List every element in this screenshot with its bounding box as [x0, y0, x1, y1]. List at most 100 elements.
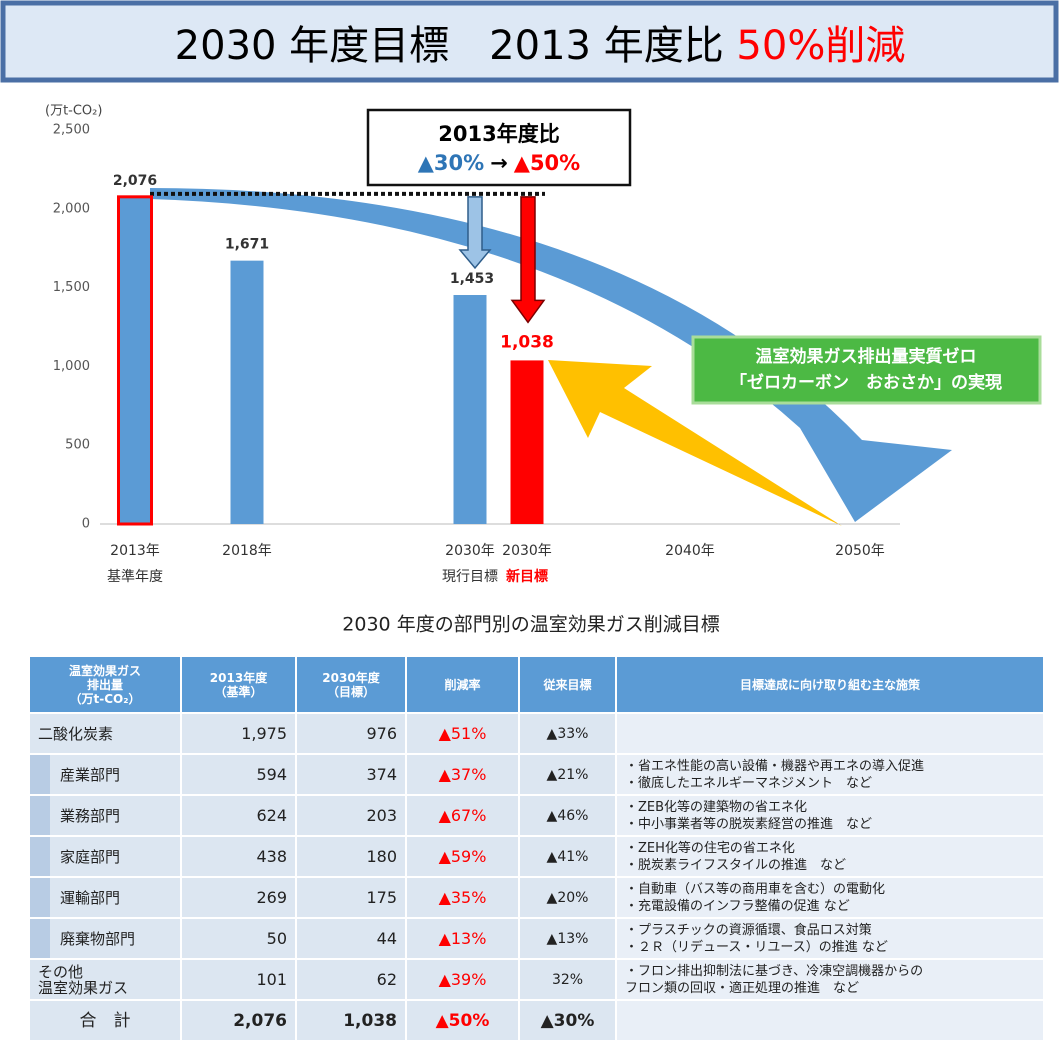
table-row: 合 計 2,076 1,038 ▲50% ▲30% — [28, 999, 1045, 1042]
cell-line: 運輸部門 — [60, 888, 121, 907]
cell-line: 産業部門 — [60, 765, 121, 784]
cell-line: （基準） — [214, 684, 263, 699]
cell-measures — [615, 999, 1045, 1042]
data-label: 2,076 — [113, 173, 157, 189]
cell-line: ・充電設備のインフラ整備の促進 など — [625, 898, 850, 914]
cell-target: 62 — [295, 958, 407, 1001]
cell-target: 203 — [295, 794, 407, 837]
data-label: 1,038 — [500, 332, 554, 352]
header-cell: 従来目標 — [518, 655, 617, 714]
cell-rate: ▲39% — [405, 958, 520, 1001]
x-sublabel: 基準年度 — [107, 568, 163, 585]
cell-base: 2,076 — [180, 999, 297, 1042]
title-text: 2030 年度目標 2013 年度比 — [175, 23, 737, 69]
cell-measures: ・ZEB化等の建築物の省エネ化 ・中小事業者等の脱炭素経営の推進 など — [615, 794, 1045, 837]
row-name: 業務部門 — [28, 794, 182, 837]
cell-line: ・ZEB化等の建築物の省エネ化 — [625, 799, 808, 815]
cell-line: （万t-CO₂） — [69, 691, 141, 706]
cell-line: ・フロン排出抑制法に基づき、冷凍空調機器からの — [625, 963, 924, 979]
annotation-from: ▲30% — [418, 151, 484, 175]
x-tick-label: 2030年 — [502, 543, 552, 559]
bar — [453, 295, 487, 524]
cell-rate: ▲59% — [405, 835, 520, 878]
header-box — [0, 0, 1059, 83]
cell-measures: ・自動車（バス等の商用車を含む）の電動化 ・充電設備のインフラ整備の促進 など — [615, 876, 1045, 919]
table: 温室効果ガス 排出量 （万t-CO₂） 2013年度 （基準） 2030年度 （目標） 削減率… — [28, 655, 1045, 1042]
header-row: 温室効果ガス 排出量 （万t-CO₂） 2013年度 （基準） 2030年度 （目標） 削減率… — [28, 655, 1045, 714]
row-name: 家庭部門 — [28, 835, 182, 878]
data-label: 1,671 — [225, 237, 269, 253]
cell-prev: ▲20% — [518, 876, 617, 919]
cell-line: ・脱炭素ライフスタイルの推進 など — [625, 857, 847, 873]
cell-line: その他 — [38, 962, 84, 981]
y-tick-label: 0 — [82, 517, 90, 532]
cell-line: 温室効果ガス — [68, 663, 141, 678]
cell-base: 269 — [180, 876, 297, 919]
row-name: 廃棄物部門 — [28, 917, 182, 960]
cell-rate: ▲35% — [405, 876, 520, 919]
cell-target: 374 — [295, 753, 407, 796]
cell-base: 1,975 — [180, 712, 297, 755]
cell-prev: 32% — [518, 958, 617, 1001]
cell-rate: ▲37% — [405, 753, 520, 796]
table-row: 運輸部門 269 175 ▲35% ▲20% ・自動車（バス等の商用車を含む）の電動化 ・充… — [28, 876, 1045, 919]
cell-line: 削減率 — [444, 677, 481, 692]
header-cell: 温室効果ガス 排出量 （万t-CO₂） — [28, 655, 182, 714]
cell-prev: ▲46% — [518, 794, 617, 837]
row-name: 産業部門 — [28, 753, 182, 796]
annotation-title: 2013年度比 — [438, 122, 559, 146]
cell-rate: ▲67% — [405, 794, 520, 837]
new-arrow — [510, 196, 546, 324]
x-tick-label: 2030年 — [445, 543, 495, 559]
cell-base: 438 — [180, 835, 297, 878]
table-row: 廃棄物部門 50 44 ▲13% ▲13% ・プラスチックの資源循環、食品ロス対策 ・２Ｒ（… — [28, 917, 1045, 960]
annotation-to: ▲50% — [514, 151, 580, 175]
x-tick-label: 2050年 — [835, 543, 885, 559]
y-tick-label: 1,000 — [53, 359, 90, 374]
bar — [117, 195, 153, 526]
header-cell: 削減率 — [405, 655, 520, 714]
header-cell: 2013年度 （基準） — [180, 655, 297, 714]
cell-rate: ▲51% — [405, 712, 520, 755]
cell-prev: ▲21% — [518, 753, 617, 796]
annotation-arrow: → — [490, 151, 508, 175]
cell-line: 二酸化炭素 — [38, 724, 114, 743]
cell-measures: ・ZEH化等の住宅の省エネ化 ・脱炭素ライフスタイルの推進 など — [615, 835, 1045, 878]
x-tick-label: 2013年 — [110, 543, 160, 559]
cell-line: フロン類の回収・適正処理の推進 など — [625, 980, 860, 996]
bar — [510, 360, 544, 524]
cell-base: 101 — [180, 958, 297, 1001]
cell-measures: ・フロン排出抑制法に基づき、冷凍空調機器からの フロン類の回収・適正処理の推進 な… — [615, 958, 1045, 1001]
title-highlight: 50%削減 — [736, 23, 905, 69]
cell-measures: ・省エネ性能の高い設備・機器や再エネの導入促進 ・徹底したエネルギーマネジメント … — [615, 753, 1045, 796]
cell-prev: ▲30% — [518, 999, 617, 1042]
cell-line: ・ZEH化等の住宅の省エネ化 — [625, 840, 795, 856]
cell-line: ・省エネ性能の高い設備・機器や再エネの導入促進 — [625, 758, 925, 774]
row-name: 合 計 — [28, 999, 182, 1042]
cell-prev: ▲33% — [518, 712, 617, 755]
cell-line: ・２Ｒ（リデュース・リユース）の推進 など — [625, 939, 888, 955]
y-tick-label: 500 — [65, 438, 90, 453]
table-row: その他 温室効果ガス 101 62 ▲39% 32% ・フロン排出抑制法に基づき、冷凍空調機… — [28, 958, 1045, 1001]
cell-line: 温室効果ガス — [38, 978, 129, 997]
cell-line: 業務部門 — [60, 806, 121, 825]
cell-line: （目標） — [326, 684, 375, 699]
cell-line: 従来目標 — [543, 677, 592, 692]
cell-line: 2013年度 — [209, 670, 268, 685]
table-row: 産業部門 594 374 ▲37% ▲21% ・省エネ性能の高い設備・機器や再エネの導入促… — [28, 753, 1045, 796]
cell-line: 目標達成に向け取り組む主な施策 — [739, 677, 920, 692]
cell-target: 1,038 — [295, 999, 407, 1042]
header-cell: 目標達成に向け取り組む主な施策 — [615, 655, 1045, 714]
trend-arrow — [150, 188, 952, 522]
cell-line: 廃棄物部門 — [60, 929, 136, 948]
row-name: その他 温室効果ガス — [28, 958, 182, 1001]
x-tick-label: 2018年 — [222, 543, 272, 559]
callout-line: 温室効果ガス排出量実質ゼロ — [756, 346, 977, 367]
y-tick-label: 2,000 — [53, 201, 90, 216]
header-title: 2030 年度目標 2013 年度比 50%削減 — [175, 23, 906, 69]
x-sublabel: 新目標 — [506, 568, 548, 585]
chart: 2030 年度目標 2013 年度比 50%削減 2013年度比 ▲30% → ▲5… — [0, 0, 1059, 636]
cell-line: ・中小事業者等の脱炭素経営の推進 など — [625, 816, 873, 832]
callout-box — [691, 335, 1042, 405]
